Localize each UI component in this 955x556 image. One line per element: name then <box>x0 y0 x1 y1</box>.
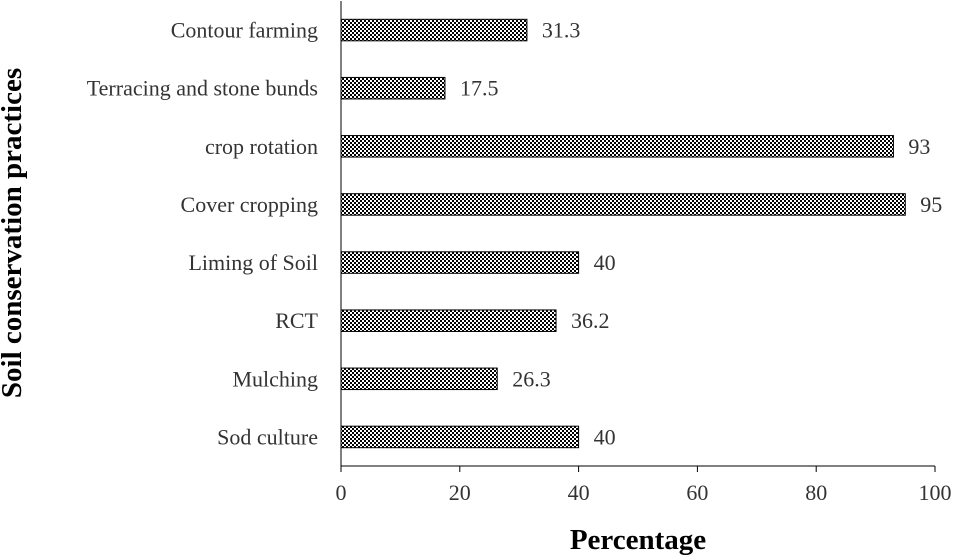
x-tick-label-80: 80 <box>805 480 827 505</box>
data-label-liming-of-soil: 40 <box>594 250 616 275</box>
category-label-rct: RCT <box>275 308 318 333</box>
category-labels: Contour farming Terracing and stone bunds… <box>87 18 319 450</box>
category-label-sod-culture: Sod culture <box>217 424 318 449</box>
category-label-crop-rotation: crop rotation <box>205 134 318 159</box>
bar-contour-farming <box>340 18 528 42</box>
value-labels: 31.3 17.5 93 95 40 36.2 26.3 40 <box>460 18 942 450</box>
x-tick-label-40: 40 <box>568 480 590 505</box>
x-tick-label-100: 100 <box>919 480 952 505</box>
data-label-terracing-and-stone-bunds: 17.5 <box>460 76 499 101</box>
data-label-contour-farming: 31.3 <box>542 18 581 43</box>
category-label-mulching: Mulching <box>232 366 318 391</box>
category-label-liming-of-soil: Liming of Soil <box>188 250 318 275</box>
bar-cover-cropping <box>340 193 906 216</box>
category-label-cover-cropping: Cover cropping <box>181 192 318 217</box>
bar-terracing-and-stone-bunds <box>340 76 446 100</box>
data-label-mulching: 26.3 <box>512 366 551 391</box>
category-label-contour-farming: Contour farming <box>171 18 318 43</box>
x-tick-label-0: 0 <box>336 480 347 505</box>
bar-rct <box>340 309 557 332</box>
bar-liming-of-soil <box>340 251 580 274</box>
bar-sod-culture <box>340 425 580 449</box>
bar-crop-rotation <box>340 135 894 158</box>
x-tick-label-20: 20 <box>449 480 471 505</box>
data-label-cover-cropping: 95 <box>920 192 942 217</box>
data-label-crop-rotation: 93 <box>908 134 930 159</box>
x-axis-ticks: 0 20 40 60 80 100 <box>336 466 952 505</box>
y-axis-title: Soil conservation practices <box>0 68 28 398</box>
bars-group <box>340 18 906 449</box>
x-tick-label-60: 60 <box>686 480 708 505</box>
x-axis-title: Percentage <box>570 524 706 556</box>
data-label-rct: 36.2 <box>571 308 610 333</box>
data-label-sod-culture: 40 <box>594 424 616 449</box>
category-label-terracing-and-stone-bunds: Terracing and stone bunds <box>87 76 318 101</box>
bar-mulching <box>340 367 498 391</box>
